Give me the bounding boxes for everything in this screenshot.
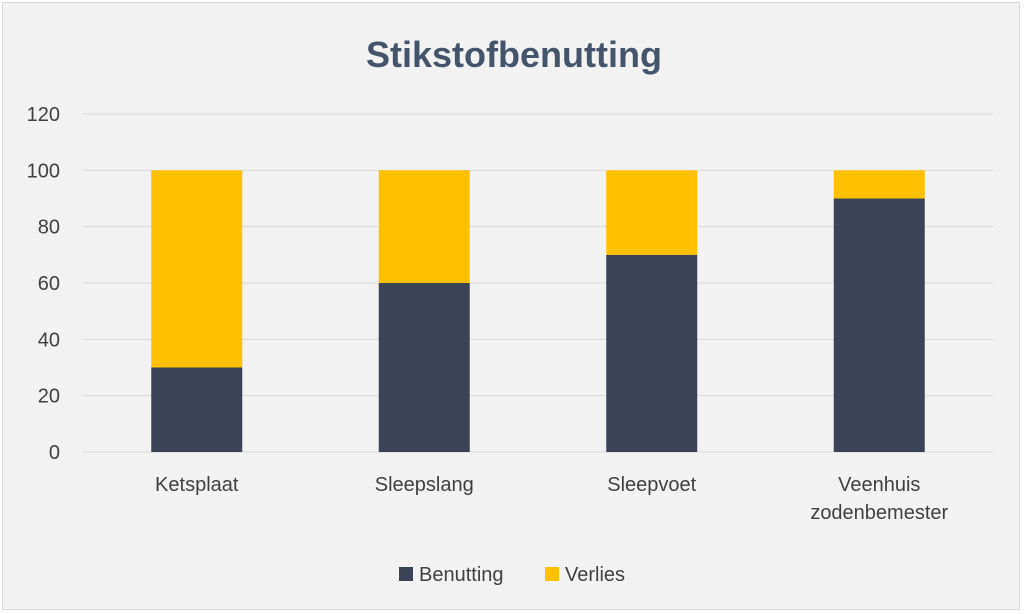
stacked-bar-chart: Stikstofbenutting 0 20 40 60 80 100 120 Ketspl… — [27, 34, 993, 586]
x-category-label: Ketsplaat — [155, 474, 239, 496]
legend-swatch-benutting — [399, 567, 413, 581]
bar-benutting-3 — [833, 198, 925, 452]
chart-title: Stikstofbenutting — [366, 34, 662, 75]
bar-verlies-3 — [833, 170, 925, 199]
y-tick-label: 80 — [38, 217, 60, 239]
x-axis-categories: Ketsplaat Sleepslang Sleepvoet Veenhuis zode… — [155, 474, 948, 524]
legend: Benutting Verlies — [399, 564, 625, 586]
bar-benutting-2 — [606, 254, 698, 452]
bars — [151, 170, 925, 452]
legend-swatch-verlies — [545, 567, 559, 581]
y-tick-label: 40 — [38, 329, 60, 351]
bar-benutting-0 — [151, 367, 243, 452]
x-category-label: Veenhuis — [838, 474, 920, 496]
y-tick-label: 100 — [27, 160, 60, 182]
bar-benutting-1 — [378, 283, 470, 452]
x-category-label: Sleepvoet — [607, 474, 696, 496]
y-tick-label: 60 — [38, 273, 60, 295]
y-tick-label: 120 — [27, 104, 60, 126]
x-category-label: zodenbemester — [810, 502, 948, 524]
legend-label-verlies: Verlies — [565, 564, 625, 586]
legend-label-benutting: Benutting — [419, 564, 504, 586]
bar-verlies-1 — [378, 170, 470, 283]
bar-verlies-0 — [151, 170, 243, 368]
y-tick-label: 20 — [38, 386, 60, 408]
y-axis-ticks: 0 20 40 60 80 100 120 — [27, 104, 60, 464]
y-tick-label: 0 — [49, 442, 60, 464]
bar-verlies-2 — [606, 170, 698, 255]
x-category-label: Sleepslang — [375, 474, 474, 496]
